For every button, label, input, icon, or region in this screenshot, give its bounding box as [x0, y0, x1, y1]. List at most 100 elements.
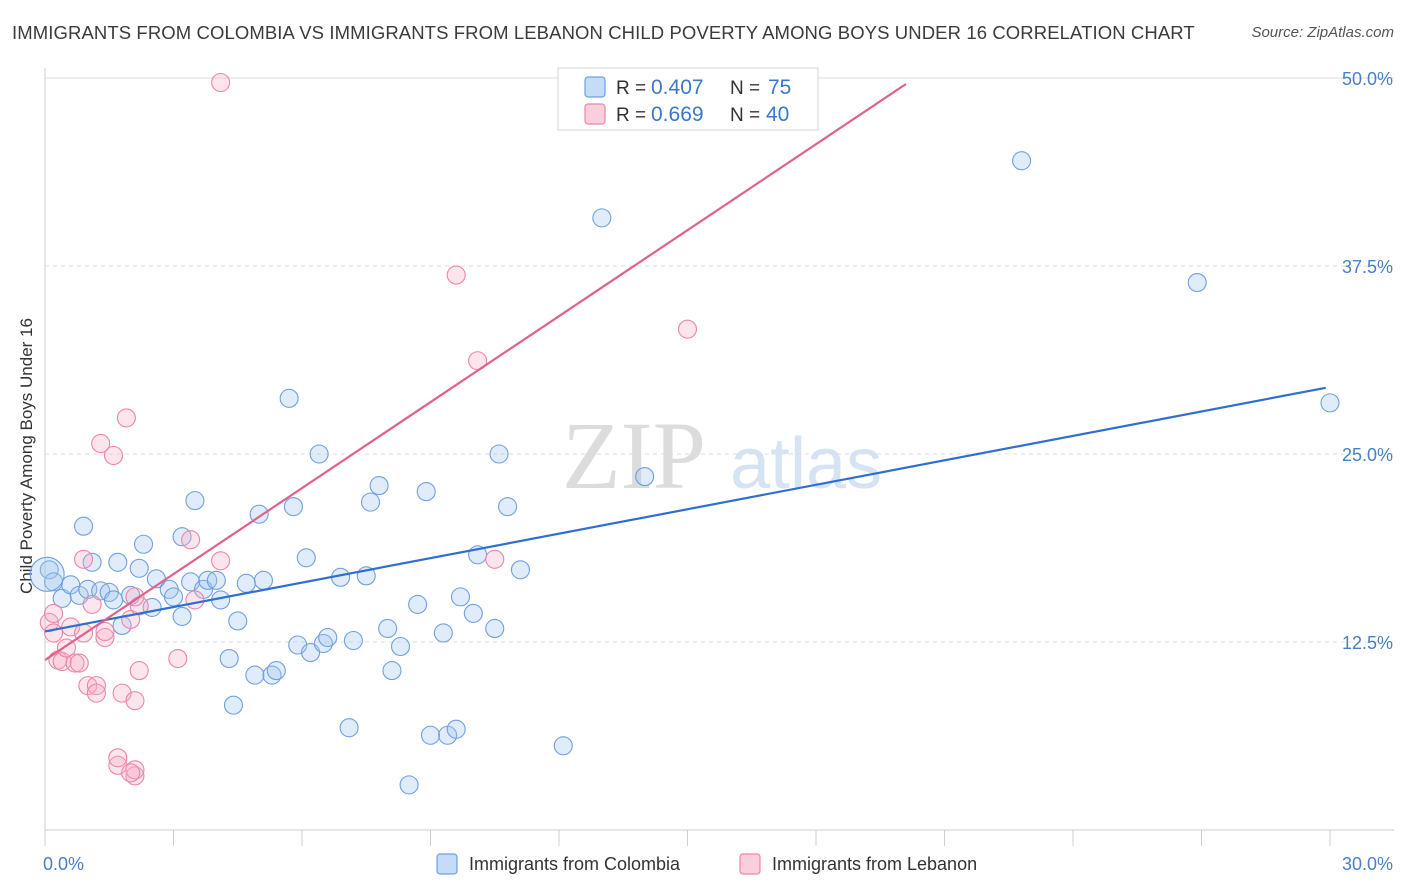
lebanon-point-26 [125, 587, 145, 607]
colombia-point-10 [103, 590, 124, 610]
bottom-legend: Immigrants from Colombia Immigrants from… [436, 853, 977, 875]
x-tick-label-1: 30.0% [1342, 854, 1393, 874]
colombia-point-64 [485, 618, 505, 639]
legend-n-label-colombia: N = [730, 78, 765, 99]
colombia-point-74 [29, 556, 65, 592]
colombia-point-23 [185, 491, 205, 511]
colombia-point-60 [446, 719, 466, 739]
legend-r-value-colombia: 0.407 [651, 76, 704, 99]
colombia-point-55 [408, 594, 428, 614]
colombia-point-69 [592, 208, 612, 228]
colombia-point-73 [1320, 393, 1340, 413]
lebanon-point-37 [677, 319, 698, 339]
lebanon-point-33 [211, 72, 231, 93]
colombia-point-46 [339, 718, 359, 738]
lebanon-point-38 [44, 603, 64, 623]
source-label: Source: ZipAtlas.com [1251, 24, 1394, 41]
colombia-point-71 [1012, 151, 1032, 171]
lebanon-point-11 [82, 594, 102, 614]
colombia-point-14 [129, 558, 149, 578]
lebanon-point-31 [185, 590, 205, 610]
lebanon-point-30 [181, 530, 201, 550]
colombia-point-15 [133, 534, 154, 554]
colombia-point-19 [163, 587, 184, 607]
colombia-point-51 [378, 618, 398, 639]
trend-lines [44, 83, 1326, 661]
colombia-trend-line [44, 386, 1326, 633]
lebanon-point-36 [485, 549, 505, 569]
colombia-point-53 [390, 636, 411, 657]
colombia-point-70 [635, 467, 655, 487]
bottom-legend-label-lebanon: Immigrants from Lebanon [772, 854, 977, 874]
legend-r-label-colombia: R = [616, 78, 651, 99]
legend-n-value-lebanon: 40 [766, 103, 789, 126]
colombia-point-5 [74, 516, 94, 536]
lebanon-point-34 [446, 265, 466, 285]
lebanon-point-6 [65, 653, 85, 673]
data-points [29, 72, 1340, 795]
colombia-point-36 [266, 661, 286, 681]
chart-title: IMMIGRANTS FROM COLOMBIA VS IMMIGRANTS F… [12, 22, 1195, 43]
lebanon-trend-line [44, 83, 907, 661]
lebanon-point-16 [95, 621, 115, 642]
lebanon-point-21 [116, 408, 136, 428]
lebanon-point-39 [121, 763, 141, 783]
colombia-point-37 [279, 388, 299, 408]
lebanon-point-23 [125, 691, 145, 711]
colombia-point-57 [420, 725, 441, 745]
colombia-point-31 [236, 573, 256, 593]
colombia-point-47 [343, 630, 363, 651]
legend-n-value-colombia: 75 [768, 76, 791, 99]
colombia-point-30 [228, 611, 248, 631]
legend-r-label-lebanon: R = [616, 105, 651, 126]
y-tick-label-1: 25.0% [1342, 445, 1393, 465]
lebanon-point-12 [86, 676, 106, 696]
colombia-point-49 [360, 492, 381, 512]
colombia-point-11 [108, 552, 128, 572]
colombia-point-52 [382, 661, 402, 681]
tick-labels: 12.5% 25.0% 37.5% 50.0% 0.0% 30.0% [43, 69, 1393, 874]
legend-swatch-colombia [584, 76, 606, 98]
colombia-point-56 [416, 482, 436, 502]
legend-swatch-lebanon [584, 103, 606, 125]
lebanon-point-29 [168, 648, 188, 669]
legend-r-value-lebanon: 0.669 [651, 103, 704, 126]
colombia-point-28 [219, 648, 239, 669]
colombia-point-50 [369, 476, 389, 496]
bottom-legend-swatch-lebanon [739, 853, 761, 875]
colombia-point-21 [172, 606, 192, 626]
colombia-point-26 [206, 570, 226, 590]
lebanon-point-32 [211, 551, 231, 571]
colombia-point-58 [433, 623, 453, 643]
colombia-point-42 [309, 444, 329, 464]
bottom-legend-label-colombia: Immigrants from Colombia [469, 854, 681, 874]
colombia-point-65 [489, 444, 509, 464]
colombia-point-61 [450, 587, 471, 607]
x-tick-label-0: 0.0% [43, 854, 84, 874]
legend-box: R = 0.407 N = 75 R = 0.669 N = 40 [557, 67, 819, 131]
lebanon-point-24 [129, 661, 149, 681]
y-tick-label-0: 12.5% [1342, 633, 1393, 653]
colombia-point-34 [253, 570, 274, 590]
colombia-point-62 [463, 603, 483, 623]
lebanon-point-1 [44, 623, 64, 643]
y-tick-label-3: 50.0% [1342, 69, 1393, 89]
colombia-point-68 [553, 736, 573, 756]
colombia-point-66 [498, 497, 518, 517]
bottom-legend-swatch-colombia [436, 853, 458, 875]
lebanon-point-19 [108, 748, 128, 768]
colombia-point-44 [318, 627, 338, 648]
lebanon-point-15 [95, 627, 115, 648]
lebanon-point-7 [69, 653, 89, 673]
lebanon-point-13 [86, 683, 106, 703]
axes [44, 68, 1394, 846]
y-tick-label-2: 37.5% [1342, 257, 1393, 277]
colombia-point-40 [296, 548, 316, 568]
lebanon-point-17 [103, 445, 124, 466]
colombia-point-38 [283, 497, 303, 517]
colombia-point-54 [399, 775, 419, 795]
lebanon-point-9 [74, 549, 94, 569]
colombia-point-67 [510, 560, 531, 580]
colombia-point-32 [245, 665, 265, 685]
